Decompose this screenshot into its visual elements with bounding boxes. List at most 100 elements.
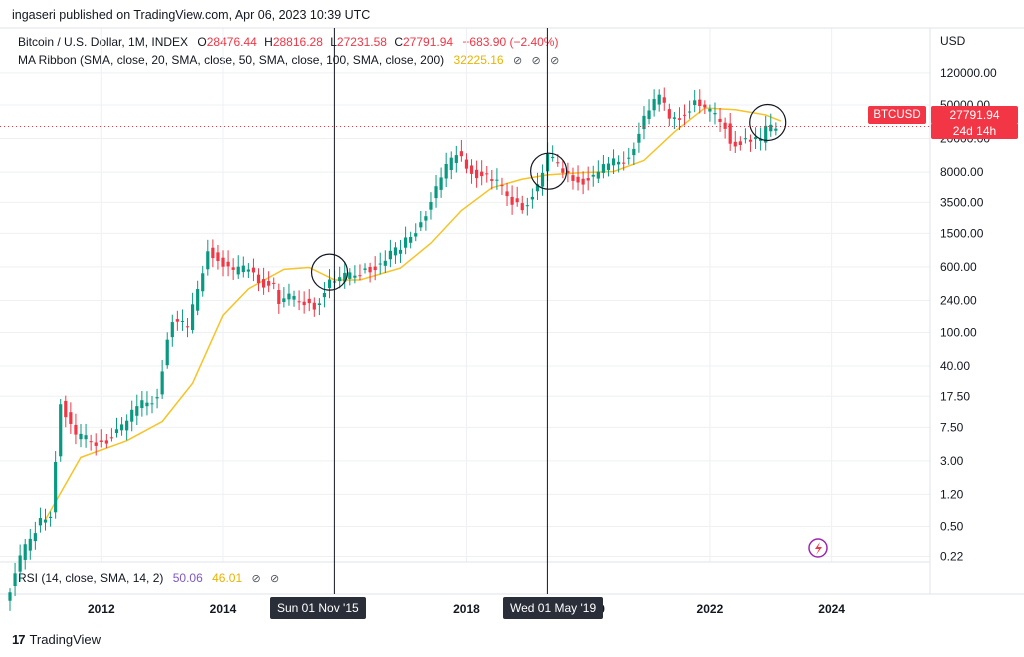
candle-body — [267, 281, 271, 286]
candle-body — [505, 191, 509, 197]
hidden-eye-icon[interactable]: ⊘ — [512, 55, 523, 67]
candle-body — [652, 99, 656, 111]
close-label: C — [394, 35, 403, 49]
candle-body — [748, 139, 753, 142]
candle-body — [606, 163, 611, 171]
rsi-ma-value: 46.01 — [212, 571, 243, 585]
axis-tick-labels: 120000.0050000.0020000.008000.003500.001… — [88, 66, 997, 616]
low-label: L — [330, 35, 337, 49]
candle-body — [363, 268, 367, 270]
time-tick-label: 2014 — [210, 602, 237, 616]
candle-body — [698, 99, 702, 106]
candle-body — [566, 170, 570, 174]
candle-body — [277, 290, 281, 304]
candle-body — [99, 440, 103, 442]
candle-body — [617, 161, 621, 165]
price-tick-label: 8000.00 — [940, 165, 984, 179]
candle-body — [8, 592, 12, 601]
candle-body — [662, 97, 666, 103]
candle-body — [581, 178, 585, 185]
hidden-eye-icon[interactable]: ⊘ — [550, 55, 560, 67]
candle-body — [469, 165, 474, 174]
candle-body — [119, 424, 124, 431]
candle-body — [114, 429, 119, 434]
candle-body — [667, 109, 671, 119]
candle-body — [424, 216, 428, 221]
candle-body — [69, 412, 73, 424]
currency-label: USD — [940, 34, 966, 48]
candle-body — [693, 100, 697, 106]
candle-body — [170, 322, 174, 338]
candle-body — [647, 110, 651, 119]
candle-body — [723, 122, 727, 129]
candle-body — [373, 266, 377, 271]
candle-body — [180, 320, 185, 322]
candle-body — [322, 293, 327, 298]
candle-body — [682, 114, 687, 116]
candle-body — [703, 104, 707, 108]
time-tick-label: 2012 — [88, 602, 115, 616]
symbol-tag: BTCUSD — [868, 106, 926, 124]
candle-body — [551, 156, 555, 159]
candle-body — [216, 252, 220, 261]
last-price-tag: 27791.94 — [931, 106, 1018, 124]
chart-axes — [0, 27, 1024, 595]
candle-body — [642, 115, 646, 130]
candle-body — [317, 303, 321, 306]
candles-layer — [8, 87, 778, 611]
candle-body — [89, 441, 93, 443]
candle-body — [627, 157, 631, 159]
footer-brand[interactable]: 17 TradingView — [12, 632, 101, 647]
hidden-eye-icon[interactable]: ⊘ — [531, 55, 541, 67]
candle-body — [601, 164, 606, 173]
hidden-eye-icon[interactable]: ⊘ — [251, 573, 261, 585]
candle-body — [475, 169, 479, 179]
candle-body — [404, 237, 408, 248]
candle-body — [211, 247, 215, 259]
candle-body — [591, 174, 595, 177]
candle-body — [353, 275, 357, 278]
hidden-eye-icon[interactable]: ⊘ — [270, 573, 280, 585]
candle-body — [272, 282, 276, 284]
price-tick-label: 600.00 — [940, 260, 977, 274]
candle-body — [175, 319, 179, 322]
candle-body — [378, 263, 382, 265]
candle-body — [444, 163, 448, 179]
candle-body — [540, 172, 545, 187]
price-tick-label: 120000.00 — [940, 66, 997, 80]
candle-body — [231, 267, 235, 270]
open-label: O — [197, 35, 207, 49]
tradingview-logo-icon: 17 — [12, 632, 26, 647]
rsi-label[interactable]: RSI (14, close, SMA, 14, 2) — [18, 571, 164, 585]
price-tick-label: 17.50 — [940, 389, 970, 403]
candle-body — [586, 178, 590, 181]
overlay-layer — [0, 28, 930, 594]
candle-body — [54, 461, 58, 513]
symbol-legend: Bitcoin / U.S. Dollar, 1M, INDEX O28476.… — [18, 35, 558, 49]
ma-ribbon-label[interactable]: MA Ribbon (SMA, close, 20, SMA, close, 5… — [18, 53, 445, 67]
price-tick-label: 1.20 — [940, 487, 964, 501]
candle-body — [130, 409, 134, 422]
candle-body — [135, 406, 139, 416]
price-tick-label: 0.50 — [940, 519, 964, 533]
candle-body — [338, 277, 342, 282]
candle-body — [79, 433, 83, 440]
ma-ribbon-line — [44, 107, 782, 521]
price-tick-label: 40.00 — [940, 359, 970, 373]
candle-body — [388, 250, 392, 260]
high-label: H — [264, 35, 273, 49]
candle-body — [672, 117, 677, 119]
candle-body — [480, 171, 484, 177]
change-value: −683.90 (−2.40%) — [462, 35, 559, 49]
candle-body — [48, 516, 53, 519]
candle-body — [145, 402, 149, 407]
candle-body — [535, 184, 540, 192]
symbol-name[interactable]: Bitcoin / U.S. Dollar, 1M, INDEX — [18, 35, 189, 49]
candle-body — [165, 339, 169, 366]
candle-body — [637, 133, 641, 143]
candle-body — [185, 326, 190, 328]
candle-body — [282, 298, 286, 303]
brand-name: TradingView — [29, 632, 102, 647]
price-tick-label: 0.22 — [940, 550, 964, 564]
